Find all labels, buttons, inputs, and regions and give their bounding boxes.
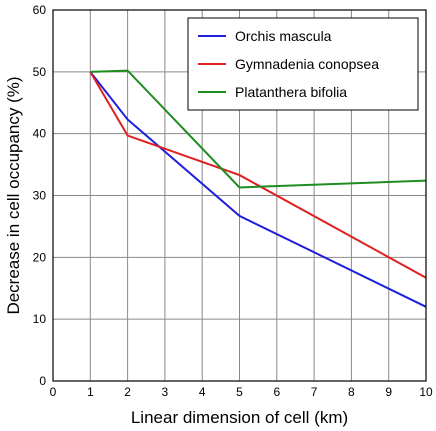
legend: Orchis mascula Gymnadenia conopsea Platant… bbox=[187, 17, 419, 111]
x-tick-label: 0 bbox=[50, 385, 57, 399]
series-line-2 bbox=[89, 71, 427, 279]
y-tick-label: 20 bbox=[33, 250, 47, 264]
y-tick-label: 0 bbox=[39, 374, 46, 388]
legend-box bbox=[187, 17, 419, 111]
y-tick-label: 60 bbox=[33, 3, 47, 17]
x-tick-label: 6 bbox=[273, 385, 280, 399]
legend-label: Orchis mascula bbox=[235, 28, 332, 44]
y-tick-label: 30 bbox=[33, 189, 47, 203]
series-line-1 bbox=[89, 71, 427, 308]
legend-label: Gymnadenia conopsea bbox=[235, 56, 379, 72]
series-line-3 bbox=[90, 69, 427, 189]
x-tick-label: 9 bbox=[385, 385, 392, 399]
x-tick-label: 10 bbox=[419, 385, 433, 399]
x-tick-label: 5 bbox=[236, 385, 243, 399]
y-tick-label: 40 bbox=[33, 127, 47, 141]
y-tick-labels: 0 10 20 30 40 50 60 bbox=[33, 3, 47, 388]
x-tick-label: 4 bbox=[199, 385, 206, 399]
x-tick-label: 2 bbox=[124, 385, 131, 399]
x-tick-label: 3 bbox=[162, 385, 169, 399]
legend-label: Platanthera bifolia bbox=[235, 84, 347, 100]
x-axis-label: Linear dimension of cell (km) bbox=[131, 408, 348, 427]
x-tick-label: 7 bbox=[311, 385, 318, 399]
plot-frame bbox=[52, 9, 427, 382]
y-axis-label: Decrease in cell occupancy (%) bbox=[4, 76, 23, 314]
x-tick-label: 1 bbox=[87, 385, 94, 399]
x-tick-label: 8 bbox=[348, 385, 355, 399]
y-tick-label: 10 bbox=[33, 312, 47, 326]
y-tick-label: 50 bbox=[33, 65, 47, 79]
x-tick-labels: 0 1 2 3 4 5 6 7 8 9 10 bbox=[50, 385, 433, 399]
series-lines bbox=[89, 69, 427, 308]
